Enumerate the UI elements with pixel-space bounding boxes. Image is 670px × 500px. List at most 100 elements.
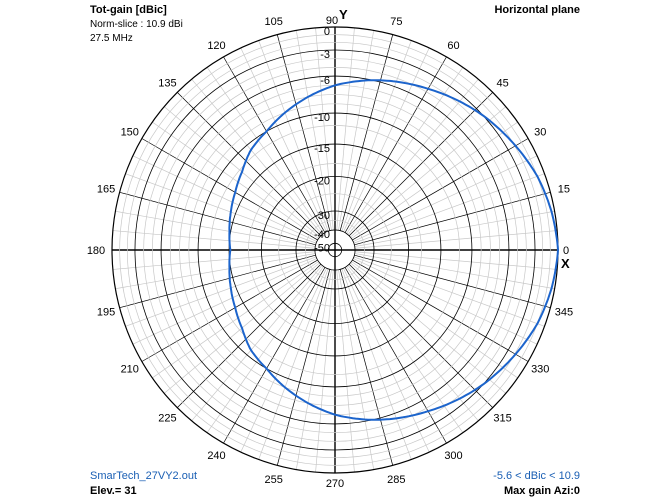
minor-spoke (336, 269, 355, 473)
minor-spoke (353, 155, 538, 242)
angle-tick-label: 15 (558, 184, 570, 196)
minor-ring (179, 94, 491, 406)
major-spoke (177, 92, 322, 237)
minor-spoke (112, 230, 316, 249)
x-axis-label: X (561, 256, 570, 271)
minor-spoke (343, 268, 430, 453)
minor-spoke (343, 47, 430, 232)
major-spoke (339, 34, 394, 231)
radial-tick-label: -20 (314, 175, 330, 187)
major-spoke (354, 191, 551, 246)
minor-spoke (125, 256, 317, 327)
angle-tick-label: 45 (496, 77, 508, 89)
minor-spoke (206, 266, 324, 433)
plane-label: Horizontal plane (494, 4, 580, 16)
angle-tick-label: 300 (444, 450, 462, 462)
angle-tick-label: 225 (158, 413, 176, 425)
angle-tick-label: 60 (447, 40, 459, 52)
gain-pattern-line (228, 79, 560, 421)
angle-tick-label: 270 (326, 478, 344, 490)
minor-spoke (341, 268, 412, 460)
angle-tick-label: 105 (264, 16, 282, 28)
angle-tick-label: 255 (264, 474, 282, 486)
major-spoke (141, 138, 318, 241)
minor-spoke (191, 78, 323, 235)
minor-spoke (315, 27, 334, 231)
angle-tick-label: 315 (493, 413, 511, 425)
angle-tick-label: 285 (387, 474, 405, 486)
angle-tick-label: 150 (121, 127, 139, 139)
ring (134, 49, 536, 451)
minor-spoke (258, 268, 329, 460)
ring (261, 176, 409, 324)
minor-spoke (258, 40, 329, 232)
minor-ring (152, 67, 518, 433)
radial-tick-label: 0 (324, 26, 330, 38)
major-spoke (119, 254, 316, 309)
norm-slice-label: Norm-slice : 10.9 dBi (90, 19, 183, 30)
minor-spoke (347, 78, 479, 235)
minor-ring (278, 193, 392, 307)
major-spoke (352, 259, 529, 362)
angle-tick-label: 210 (121, 364, 139, 376)
angle-tick-label: 120 (207, 40, 225, 52)
radial-tick-label: -3 (320, 49, 330, 61)
minor-spoke (295, 269, 332, 470)
radial-tick-label: -50 (314, 242, 330, 254)
minor-spoke (115, 253, 316, 290)
angle-tick-label: 180 (87, 245, 105, 257)
radial-tick-label: -40 (314, 229, 330, 241)
angle-tick-label: 330 (531, 364, 549, 376)
minor-spoke (240, 268, 327, 453)
minor-ring (188, 103, 482, 397)
minor-spoke (346, 266, 464, 433)
minor-spoke (112, 251, 316, 270)
minor-ring (119, 34, 551, 466)
gain-range-label: -5.6 < dBic < 10.9 (493, 470, 580, 482)
minor-spoke (350, 262, 507, 394)
minor-spoke (354, 230, 558, 249)
minor-spoke (341, 40, 412, 232)
angle-tick-label: 30 (534, 127, 546, 139)
ring (228, 143, 442, 357)
major-spoke (276, 269, 331, 466)
major-spoke (348, 92, 493, 237)
minor-spoke (115, 210, 316, 247)
minor-ring (305, 220, 365, 280)
elevation-label: Elev.= 31 (90, 485, 137, 497)
minor-ring (143, 58, 527, 442)
minor-spoke (295, 30, 332, 231)
minor-spoke (350, 106, 507, 238)
minor-spoke (354, 253, 555, 290)
minor-spoke (315, 269, 334, 473)
minor-spoke (152, 261, 319, 379)
angle-tick-label: 345 (555, 306, 573, 318)
angle-tick-label: 165 (97, 184, 115, 196)
major-spoke (177, 263, 322, 408)
minor-ring (248, 163, 422, 337)
ring (160, 75, 510, 425)
major-spoke (141, 259, 318, 362)
major-spoke (276, 34, 331, 231)
minor-spoke (346, 67, 464, 234)
minor-spoke (353, 173, 545, 244)
minor-ring (126, 41, 544, 459)
major-spoke (223, 267, 326, 444)
minor-spoke (351, 121, 518, 239)
minor-spoke (351, 261, 518, 379)
minor-spoke (336, 27, 355, 231)
minor-spoke (353, 258, 538, 345)
major-spoke (339, 269, 394, 466)
major-spoke (119, 191, 316, 246)
minor-spoke (152, 121, 319, 239)
y-axis-label: Y (339, 7, 348, 22)
angle-tick-label: 75 (390, 16, 402, 28)
radial-tick-label: -15 (314, 143, 330, 155)
minor-spoke (125, 173, 317, 244)
major-spoke (348, 263, 493, 408)
angle-tick-label: 135 (158, 77, 176, 89)
ring (197, 112, 473, 388)
tick-labels: 0 -3 -6 -10 -15 -20 -30 -40-50 0 15 30 45 60 75 90 105 1… (87, 15, 573, 490)
major-spoke (223, 56, 326, 233)
